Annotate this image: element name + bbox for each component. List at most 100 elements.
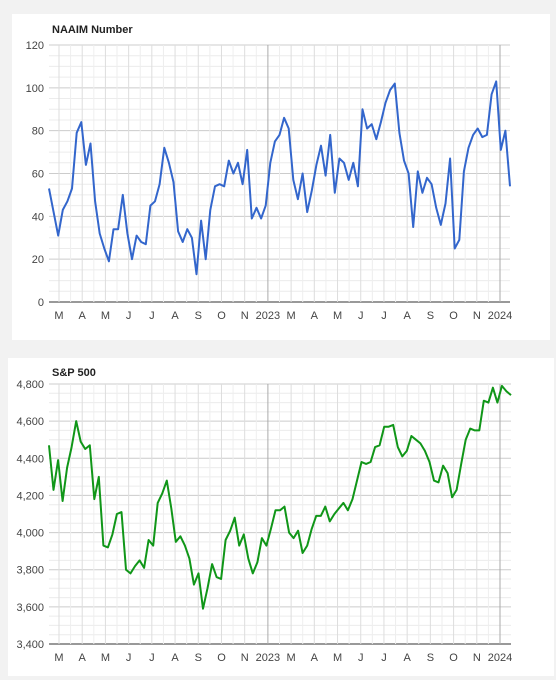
data-point (112, 228, 115, 231)
data-point (79, 440, 82, 443)
data-point (287, 127, 290, 130)
data-point (264, 204, 267, 207)
data-point (410, 435, 413, 438)
data-point (338, 157, 341, 160)
data-point (66, 466, 69, 469)
data-point (279, 509, 282, 512)
data-point (243, 533, 246, 536)
data-point (193, 583, 196, 586)
data-point (215, 576, 218, 579)
data-point (214, 185, 217, 188)
data-point (306, 544, 309, 547)
data-point (505, 390, 508, 393)
data-point (315, 515, 318, 518)
data-point (177, 230, 180, 233)
data-point (509, 185, 512, 188)
data-point (175, 541, 178, 544)
data-point (366, 127, 369, 130)
data-point (251, 217, 254, 220)
naaim-series-line (48, 80, 511, 276)
data-point (117, 228, 120, 231)
data-point (224, 539, 227, 542)
x-tick-label: M (287, 310, 296, 322)
x-tick-label: O (217, 652, 226, 664)
x-tick-label: M (54, 310, 63, 322)
data-point (417, 170, 420, 173)
data-point (247, 557, 250, 560)
data-point (246, 149, 249, 152)
y-tick-label: 4,800 (16, 379, 44, 391)
data-point (241, 183, 244, 186)
data-point (374, 446, 377, 449)
x-tick-label: S (195, 652, 202, 664)
data-point (449, 157, 452, 160)
data-point (338, 507, 341, 510)
data-point (433, 479, 436, 482)
data-point (57, 234, 60, 237)
data-point (188, 557, 191, 560)
data-point (252, 572, 255, 575)
data-point (102, 544, 105, 547)
data-point (401, 455, 404, 458)
data-point (172, 181, 175, 184)
y-tick-label: 100 (26, 83, 44, 95)
data-point (510, 394, 513, 397)
data-point (122, 194, 125, 197)
data-point (197, 572, 200, 575)
data-point (170, 507, 173, 510)
data-point (437, 481, 440, 484)
x-tick-label: J (126, 652, 132, 664)
data-point (324, 174, 327, 177)
y-tick-label: 3,800 (16, 565, 44, 577)
data-point (48, 444, 51, 447)
data-point (143, 567, 146, 570)
data-point (301, 552, 304, 555)
x-tick-label: M (101, 652, 110, 664)
data-point (440, 224, 443, 227)
sp500-chart: 3,400 3,600 3,800 4,000 4,200 4,400 4,600 4,800… (16, 367, 513, 664)
data-point (378, 444, 381, 447)
x-tick-label: J (358, 310, 364, 322)
data-point (108, 260, 111, 263)
y-tick-label: 40 (32, 211, 44, 223)
y-tick-label: 120 (26, 40, 44, 52)
x-tick-label: 2023 (256, 310, 280, 322)
data-point (85, 164, 88, 167)
y-tick-label: 80 (32, 126, 44, 138)
data-point (126, 232, 129, 235)
x-tick-label: J (381, 652, 387, 664)
x-tick-label: A (403, 652, 411, 664)
data-point (270, 528, 273, 531)
data-point (274, 140, 277, 143)
data-point (356, 479, 359, 482)
y-tick-label: 4,400 (16, 453, 44, 465)
data-point (163, 147, 166, 150)
data-point (61, 500, 64, 503)
x-tick-label: A (171, 310, 179, 322)
data-point (375, 138, 378, 141)
data-point (329, 520, 332, 523)
data-point (52, 211, 55, 214)
x-tick-label: M (54, 652, 63, 664)
x-tick-label: M (333, 310, 342, 322)
data-point (397, 446, 400, 449)
data-point (451, 496, 454, 499)
data-point (446, 472, 449, 475)
data-point (138, 559, 141, 562)
data-point (504, 129, 507, 132)
data-point (211, 563, 214, 566)
data-point (324, 505, 327, 508)
data-point (283, 505, 286, 508)
y-tick-label: 3,600 (16, 602, 44, 614)
data-point (474, 429, 477, 432)
x-tick-label: A (311, 310, 319, 322)
data-point (48, 187, 51, 190)
data-point (98, 232, 101, 235)
data-point (467, 147, 470, 150)
x-tick-label: A (311, 652, 319, 664)
data-point (202, 607, 205, 610)
data-point (297, 529, 300, 532)
data-point (98, 476, 101, 479)
data-point (415, 438, 418, 441)
data-point (383, 425, 386, 428)
